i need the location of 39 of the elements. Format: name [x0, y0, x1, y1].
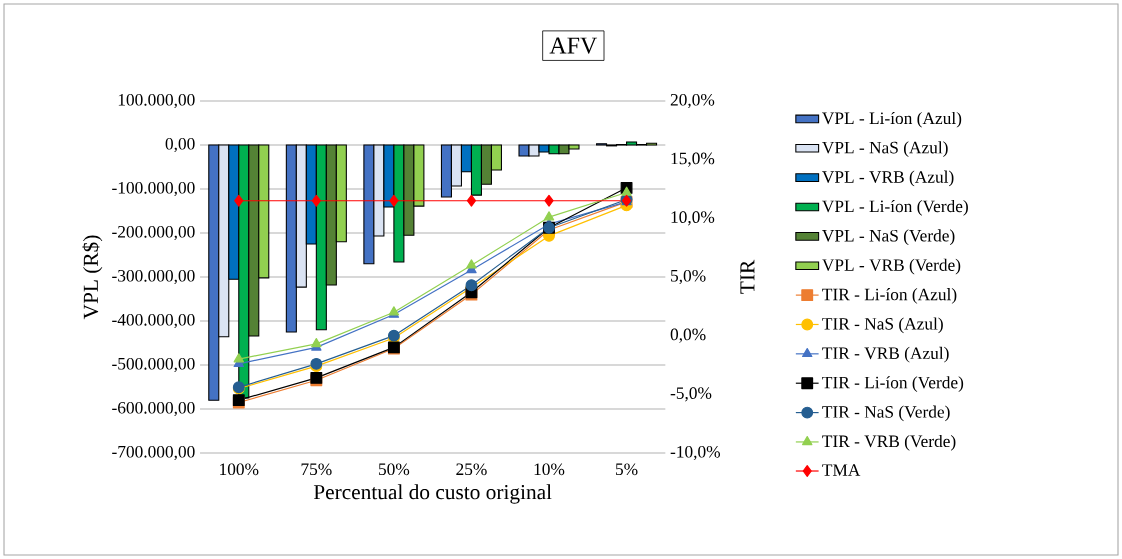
x-tick-label: 5% — [616, 463, 638, 476]
x-tick-label: 10% — [534, 463, 565, 476]
legend-label: VPL - NaS (Verde) — [822, 229, 955, 246]
y-tick-label: -500.000,00 — [112, 357, 195, 373]
y2-tick-label: 15,0% — [671, 152, 715, 167]
x-tick-label: 100% — [220, 463, 259, 476]
legend-label: TIR - Li-íon (Azul) — [822, 288, 957, 304]
y-tick-label: -100.000,00 — [112, 181, 195, 197]
chart-title: AFV — [549, 37, 598, 54]
x-axis-title: Percentual do custo original — [313, 484, 552, 504]
y2-tick-label: 10,0% — [671, 211, 715, 226]
legend-label: TMA — [822, 464, 861, 476]
y-tick-label: 0,00 — [165, 137, 195, 153]
y-tick-label: 100.000,00 — [118, 93, 195, 109]
x-tick-label: 75% — [301, 463, 332, 476]
legend-label: VPL - Li-íon (Azul) — [822, 111, 962, 128]
legend-label: VPL - NaS (Azul) — [822, 141, 948, 157]
legend-label: TIR - NaS (Azul) — [822, 317, 943, 334]
legend-label: TIR - VRB (Verde) — [822, 434, 956, 451]
legend-label: TIR - VRB (Azul) — [822, 346, 949, 363]
y-axis-title: VPL (R$) — [82, 235, 103, 320]
y2-tick-label: 20,0% — [670, 93, 715, 109]
legend-label: TIR - NaS (Verde) — [822, 405, 950, 422]
y-tick-label: -600.000,00 — [112, 401, 195, 417]
y2-tick-label: -5,0% — [670, 387, 712, 402]
y2-axis-title: TIR — [740, 259, 755, 294]
y-tick-label: -300.000,00 — [112, 269, 195, 285]
legend-label: VPL - VRB (Azul) — [822, 170, 954, 187]
y2-tick-label: -10,0% — [670, 445, 720, 461]
x-tick-label: 25% — [456, 463, 487, 476]
x-tick-label: 50% — [379, 463, 410, 476]
y-tick-label: -200.000,00 — [112, 225, 195, 241]
y2-tick-label: 5,0% — [671, 269, 706, 285]
y2-tick-label: 0,0% — [670, 328, 706, 343]
y-tick-label: -400.000,00 — [112, 313, 195, 329]
y-tick-label: -700.000,00 — [112, 445, 195, 461]
legend-label: VPL - VRB (Verde) — [822, 258, 961, 275]
legend-label: TIR - Li-íon (Verde) — [822, 376, 964, 392]
legend-label: VPL - Li-íon (Verde) — [822, 199, 968, 216]
